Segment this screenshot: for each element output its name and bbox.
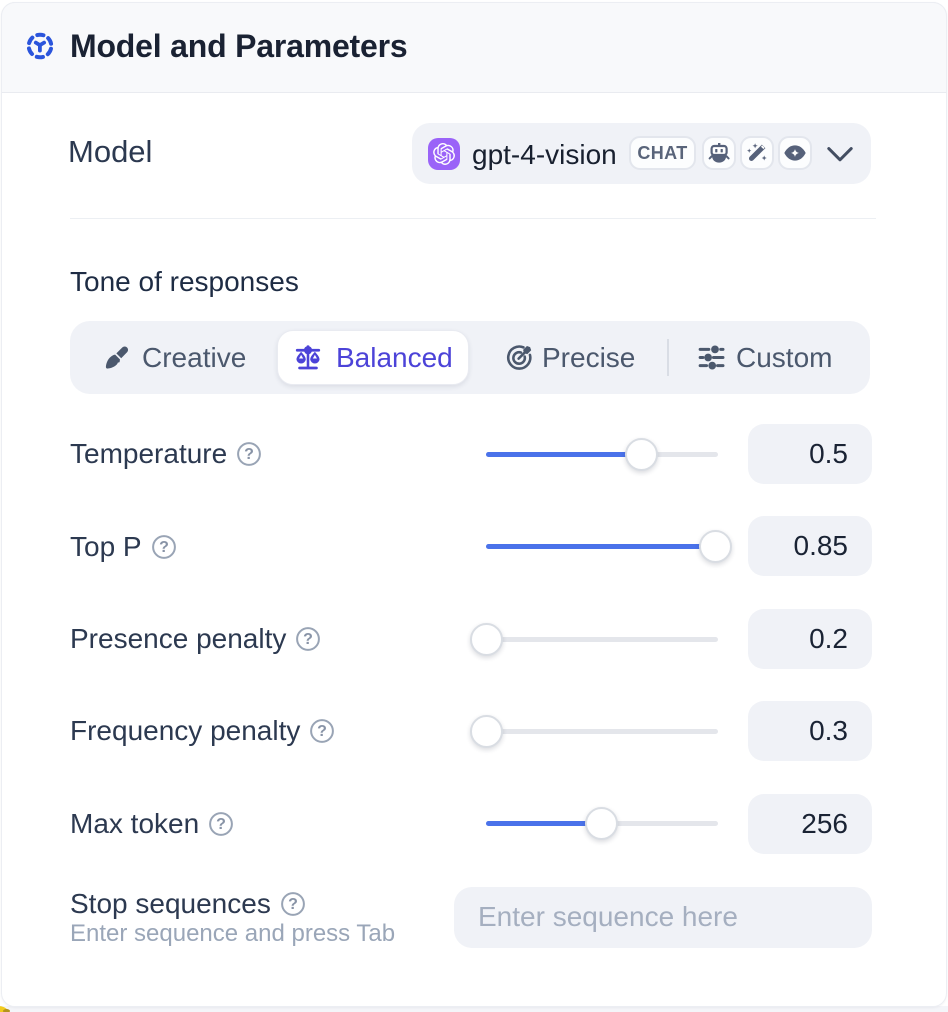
svg-text:?: ? (317, 723, 327, 740)
svg-text:?: ? (159, 539, 169, 556)
svg-text:?: ? (244, 446, 254, 463)
svg-text:?: ? (288, 896, 298, 913)
svg-text:?: ? (303, 631, 313, 648)
svg-text:?: ? (216, 816, 226, 833)
